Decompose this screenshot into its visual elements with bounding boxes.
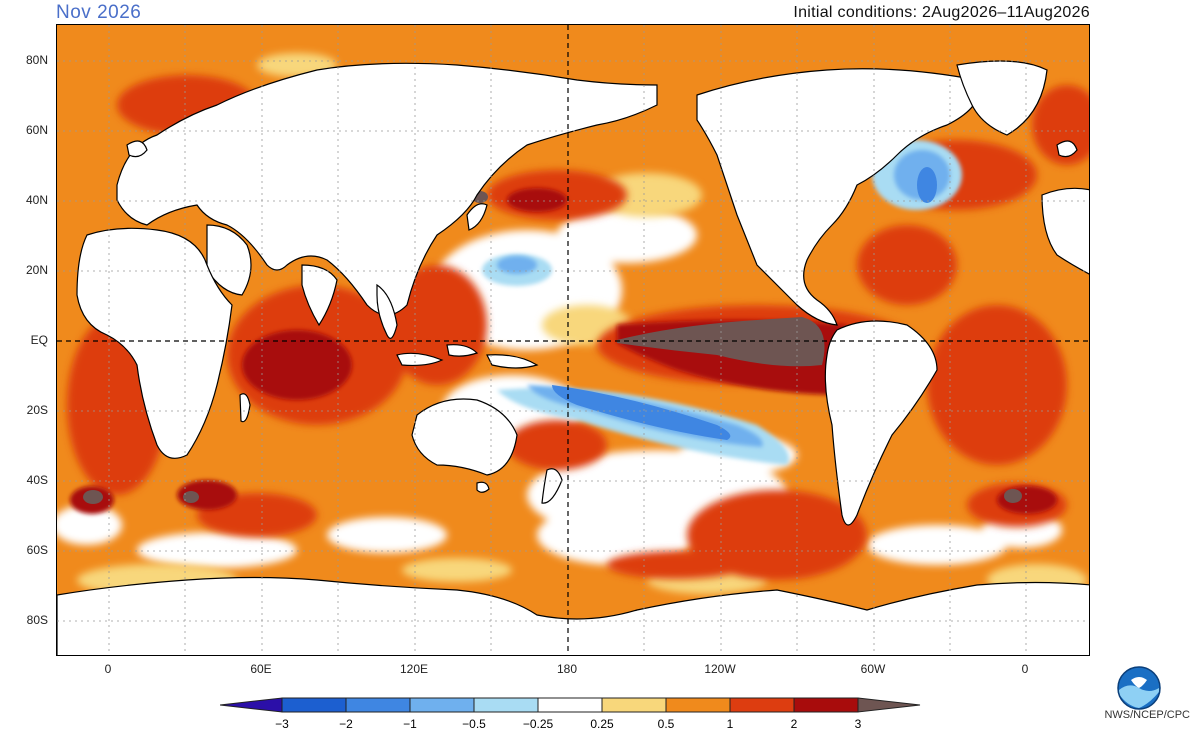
colorbar-cell — [793, 697, 859, 713]
lat-label-20n: 20N — [25, 263, 48, 277]
colorbar-cell — [409, 697, 475, 713]
lat-label-80n: 80N — [25, 53, 48, 67]
colorbar-arrow-low — [220, 697, 283, 713]
lon-label-60w: 60W — [860, 662, 886, 676]
lat-label-40s: 40S — [26, 473, 48, 487]
lon-label-60e: 60E — [250, 662, 272, 676]
colorbar-cell — [601, 697, 667, 713]
lon-label-180: 180 — [556, 662, 578, 676]
anomaly-field — [57, 25, 1089, 655]
initial-conditions-label: Initial conditions: 2Aug2026–11Aug2026 — [793, 4, 1090, 21]
lat-label-40n: 40N — [25, 193, 48, 207]
graticule — [57, 25, 1089, 655]
lat-label-eq: EQ — [30, 333, 48, 347]
colorbar-cell — [537, 697, 603, 713]
colorbar-cell — [473, 697, 539, 713]
colorbar-tick-label: 2 — [790, 717, 798, 731]
colorbar-cell — [281, 697, 347, 713]
lon-label-120e: 120E — [399, 662, 429, 676]
colorbar-tick-label: −3 — [275, 717, 289, 731]
reference-lines — [57, 25, 1089, 655]
lon-label-120w: 120W — [704, 662, 736, 676]
colorbar-tick-label: −2 — [339, 717, 353, 731]
colorbar-cell — [729, 697, 795, 713]
lat-label-60n: 60N — [25, 123, 48, 137]
colorbar-arrow-high — [857, 697, 921, 713]
colorbar-tick-label: 0.5 — [657, 717, 675, 731]
colorbar-cell — [665, 697, 731, 713]
map-title: Nov 2026 — [56, 2, 142, 23]
lon-label-0-west: 0 — [104, 662, 112, 676]
colorbar-tick-label: −1 — [403, 717, 417, 731]
colorbar-tick-label: 0.25 — [590, 717, 614, 731]
colorbar-tick-label: 1 — [726, 717, 734, 731]
lat-label-80s: 80S — [26, 613, 48, 627]
credit-label: NWS/NCEP/CPC — [1104, 709, 1190, 721]
noaa-logo-icon — [1117, 666, 1161, 710]
colorbar-tick-label: −0.25 — [522, 717, 554, 731]
colorbar-tick-label: 3 — [854, 717, 862, 731]
sst-anomaly-map — [56, 24, 1090, 656]
lon-label-0-east: 0 — [1021, 662, 1029, 676]
lat-label-60s: 60S — [26, 543, 48, 557]
colorbar-cell — [345, 697, 411, 713]
colorbar — [220, 697, 921, 713]
continents — [57, 60, 1089, 655]
colorbar-tick-label: −0.5 — [462, 717, 486, 731]
lat-label-20s: 20S — [26, 403, 48, 417]
